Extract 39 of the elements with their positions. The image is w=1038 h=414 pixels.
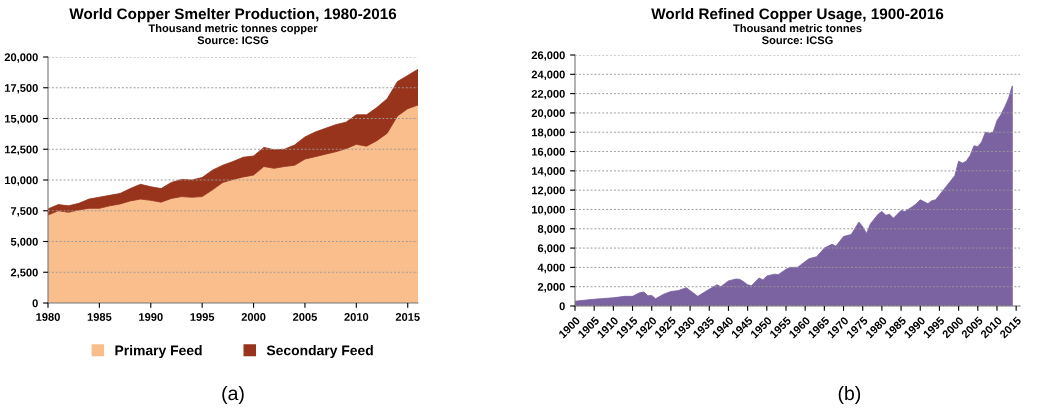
y-tick-label: 6,000 bbox=[537, 244, 565, 254]
y-tick-label: 10,000 bbox=[5, 176, 38, 186]
legend-label: Primary Feed bbox=[115, 345, 202, 359]
y-tick-label: 17,500 bbox=[5, 84, 38, 94]
y-tick-label: 22,000 bbox=[531, 89, 565, 100]
chart-subtitle: Thousand metric tonnes copper Source: ICSG bbox=[148, 24, 318, 45]
y-tick-label: 16,000 bbox=[532, 147, 565, 158]
y-tick-label: 2,000 bbox=[537, 282, 565, 293]
text: (a) bbox=[222, 385, 244, 405]
x-tick-label: 2010 bbox=[344, 313, 369, 321]
chart-subtitle: Thousand metric tonnes Source: ICSG bbox=[733, 24, 862, 45]
y-tick-label: 12,000 bbox=[532, 186, 565, 196]
y-tick-label: 24,000 bbox=[531, 70, 565, 81]
x-tick-label: 2005 bbox=[292, 313, 317, 321]
y-tick-label: 15,000 bbox=[5, 114, 38, 125]
y-tick-label: 2,500 bbox=[10, 268, 38, 278]
y-tick-label: 18,000 bbox=[532, 128, 565, 138]
y-tick-label: 20,000 bbox=[531, 109, 565, 119]
y-tick-label: 8,000 bbox=[537, 225, 565, 235]
y-tick-label: 7,500 bbox=[10, 207, 38, 217]
y-tick-label: 14,000 bbox=[532, 167, 565, 177]
x-tick-label: 2015 bbox=[395, 313, 420, 321]
x-tick-label: 2000 bbox=[241, 313, 266, 321]
chart-title: World Copper Smelter Production, 1980-2016 bbox=[69, 8, 397, 23]
y-tick-label: 4,000 bbox=[537, 263, 565, 274]
x-tick-label: 1980 bbox=[36, 313, 60, 321]
text: (b) bbox=[838, 385, 861, 405]
legend-label: Secondary Feed bbox=[266, 345, 373, 359]
y-tick-label: 12,500 bbox=[5, 145, 38, 155]
chart-title: World Refined Copper Usage, 1900-2016 bbox=[651, 8, 944, 23]
x-tick-label: 1985 bbox=[87, 313, 112, 321]
y-tick-label: 5,000 bbox=[10, 237, 38, 248]
y-tick-label: 0 bbox=[32, 299, 38, 308]
y-tick-label: 20,000 bbox=[4, 53, 38, 63]
y-tick-label: 26,000 bbox=[531, 51, 565, 61]
x-tick-label: 1995 bbox=[190, 313, 215, 321]
y-tick-label: 0 bbox=[559, 302, 565, 311]
y-tick-label: 10,000 bbox=[532, 205, 565, 216]
x-tick-label: 1990 bbox=[139, 313, 163, 321]
